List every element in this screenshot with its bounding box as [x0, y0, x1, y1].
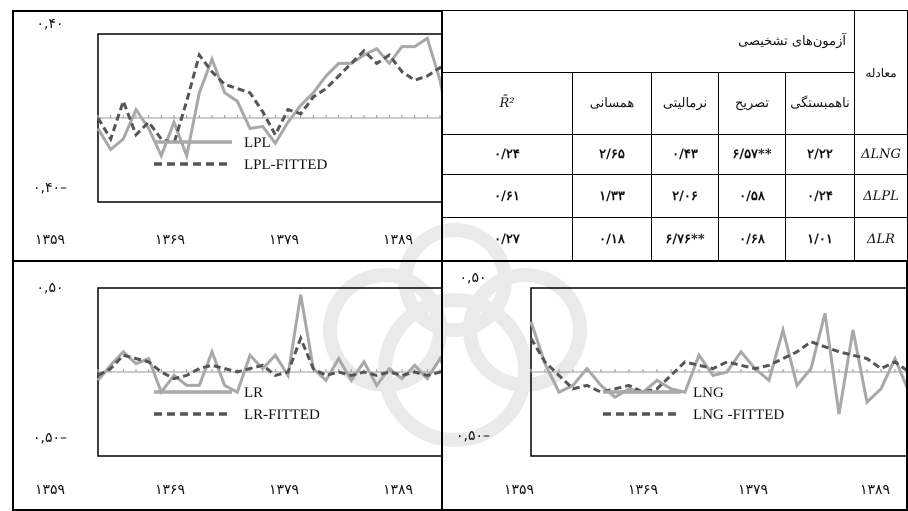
col-normality: نرمالیتی — [651, 72, 719, 135]
legend-label-actual: LPL — [244, 135, 271, 151]
x-tick-label: ۱۳۵۹ — [504, 482, 534, 498]
x-tick-label: ۱۳۸۹ — [383, 482, 413, 498]
legend-label-actual: LNG — [693, 385, 724, 401]
x-tick-label: ۱۳۵۹ — [35, 482, 65, 498]
x-tick-label: ۱۳۷۹ — [269, 232, 299, 248]
y-tick-label-top: ۰,۴۰ — [36, 16, 63, 32]
y-tick-label-top: ۰,۵۰ — [36, 280, 63, 296]
x-tick-label: ۱۳۶۹ — [155, 232, 185, 248]
x-tick-label: ۱۳۶۹ — [628, 482, 658, 498]
x-tick-label: ۱۳۶۹ — [155, 482, 185, 498]
legend: LR LR-FITTED — [154, 385, 320, 423]
cell-homoscedasticity: ۱/۳۳ — [572, 174, 652, 218]
chart-lr-svg: LR LR-FITTED ۰,۵۰ ۰,۵۰– ۱۳۵۹ ۱۳۶۹ ۱۳۷۹ ۱۳۸۹ — [33, 280, 441, 498]
cell-normality: **۶/۷۶ — [651, 217, 719, 261]
cell-r2: ۰/۶۱ — [441, 174, 573, 218]
row-equation: ΔLNG — [854, 134, 908, 175]
chart-lng: LNG LNG -FITTED ۰,۵۰ ۰,۵۰– ۱۳۵۹ ۱۳۶۹ ۱۳۷۹ ۱۳۸۹ — [443, 262, 906, 509]
cell-autocorrelation: ۱/۰۱ — [785, 217, 855, 261]
series-line-actual — [96, 294, 441, 396]
cell-r2: ۰/۲۷ — [441, 217, 573, 261]
series-line-actual — [96, 35, 441, 162]
series-line-fitted — [96, 48, 441, 146]
cell-homoscedasticity: ۰/۱۸ — [572, 217, 652, 261]
cell-normality: ۰/۴۳ — [651, 134, 719, 175]
cell-normality: ۲/۰۶ — [651, 174, 719, 218]
cell-r2: ۰/۲۴ — [441, 134, 573, 175]
cell-specification: ۰/۶۸ — [718, 217, 786, 261]
legend-label-actual: LR — [244, 385, 263, 401]
y-tick-label-bottom: ۰,۵۰– — [456, 428, 490, 444]
cell-specification: **۶/۵۷ — [718, 134, 786, 175]
x-tick-label: ۱۳۷۹ — [269, 482, 299, 498]
col-autocorrelation: ناهمبستگی — [785, 72, 855, 135]
legend-label-fitted: LNG -FITTED — [693, 407, 784, 423]
header-diagnostic-tests: آزمون‌های تشخیصی — [441, 10, 855, 73]
x-tick-label: ۱۳۸۹ — [860, 482, 890, 498]
x-tick-label: ۱۳۸۹ — [383, 232, 413, 248]
table-row: ΔLNG ۲/۲۲ **۶/۵۷ ۰/۴۳ ۲/۶۵ ۰/۲۴ — [441, 134, 908, 175]
cell-autocorrelation: ۰/۲۴ — [785, 174, 855, 218]
row-equation: ΔLR — [854, 217, 908, 261]
cell-specification: ۰/۵۸ — [718, 174, 786, 218]
y-tick-label-bottom: ۰,۵۰– — [33, 430, 67, 446]
header-equation: معادله — [854, 10, 908, 135]
legend-label-fitted: LPL-FITTED — [244, 157, 327, 173]
cell-homoscedasticity: ۲/۶۵ — [572, 134, 652, 175]
chart-lng-svg: LNG LNG -FITTED ۰,۵۰ ۰,۵۰– ۱۳۵۹ ۱۳۶۹ ۱۳۷۹ ۱۳۸۹ — [456, 270, 906, 498]
table-row: ΔLPL ۰/۲۴ ۰/۵۸ ۲/۰۶ ۱/۳۳ ۰/۶۱ — [441, 174, 908, 218]
panel-frame-bottom-right — [441, 260, 908, 511]
col-homoscedasticity: همسانی — [572, 72, 652, 135]
chart-lpl-svg: LPL LPL-FITTED ۰,۴۰ ۰,۴۰– ۱۳۵۹ ۱۳۶۹ ۱۳۷۹ ۱۳۸۹ — [33, 16, 441, 248]
x-tick-label: ۱۳۵۹ — [35, 232, 65, 248]
series-line-fitted — [97, 334, 441, 381]
table-row: ΔLR ۱/۰۱ ۰/۶۸ **۶/۷۶ ۰/۱۸ ۰/۲۷ — [441, 217, 908, 261]
col-specification: تصریح — [718, 72, 786, 135]
x-tick-label: ۱۳۷۹ — [738, 482, 768, 498]
row-equation: ΔLPL — [854, 174, 908, 218]
y-tick-label-bottom: ۰,۴۰– — [33, 180, 67, 196]
legend: LNG LNG -FITTED — [603, 385, 784, 423]
legend: LPL LPL-FITTED — [154, 135, 327, 173]
diagnostic-tests-table: معادله آزمون‌های تشخیصی ناهمبستگی تصریح … — [441, 10, 908, 261]
series-line-actual — [529, 312, 906, 415]
y-tick-label-top: ۰,۵۰ — [459, 270, 486, 286]
chart-lr: LR LR-FITTED ۰,۵۰ ۰,۵۰– ۱۳۵۹ ۱۳۶۹ ۱۳۷۹ ۱۳۸۹ — [14, 262, 441, 509]
col-r2: R̄² — [441, 72, 573, 135]
legend-label-fitted: LR-FITTED — [244, 407, 320, 423]
cell-autocorrelation: ۲/۲۲ — [785, 134, 855, 175]
chart-lpl: LPL LPL-FITTED ۰,۴۰ ۰,۴۰– ۱۳۵۹ ۱۳۶۹ ۱۳۷۹ ۱۳۸۹ — [14, 12, 441, 260]
